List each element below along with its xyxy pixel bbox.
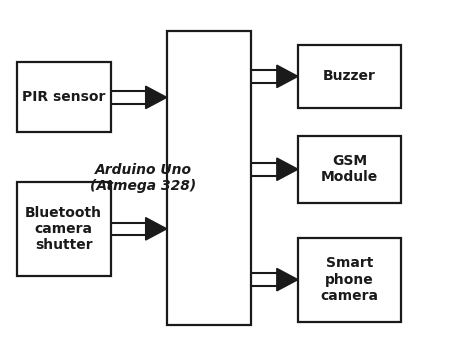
Bar: [298, 237, 401, 322]
Text: Buzzer: Buzzer: [323, 69, 376, 83]
Text: PIR sensor: PIR sensor: [22, 90, 105, 104]
Bar: [298, 136, 401, 203]
Bar: [17, 182, 110, 276]
Polygon shape: [146, 86, 167, 109]
Bar: [298, 45, 401, 108]
Polygon shape: [277, 268, 298, 291]
Polygon shape: [277, 158, 298, 180]
Bar: [167, 31, 251, 325]
Polygon shape: [277, 65, 298, 88]
Polygon shape: [146, 218, 167, 240]
Text: Arduino Uno
(Atmega 328): Arduino Uno (Atmega 328): [90, 163, 196, 193]
Text: Bluetooth
camera
shutter: Bluetooth camera shutter: [25, 206, 102, 252]
Text: Smart
phone
camera: Smart phone camera: [320, 256, 378, 303]
Text: GSM
Module: GSM Module: [321, 154, 378, 184]
Bar: [17, 62, 110, 132]
